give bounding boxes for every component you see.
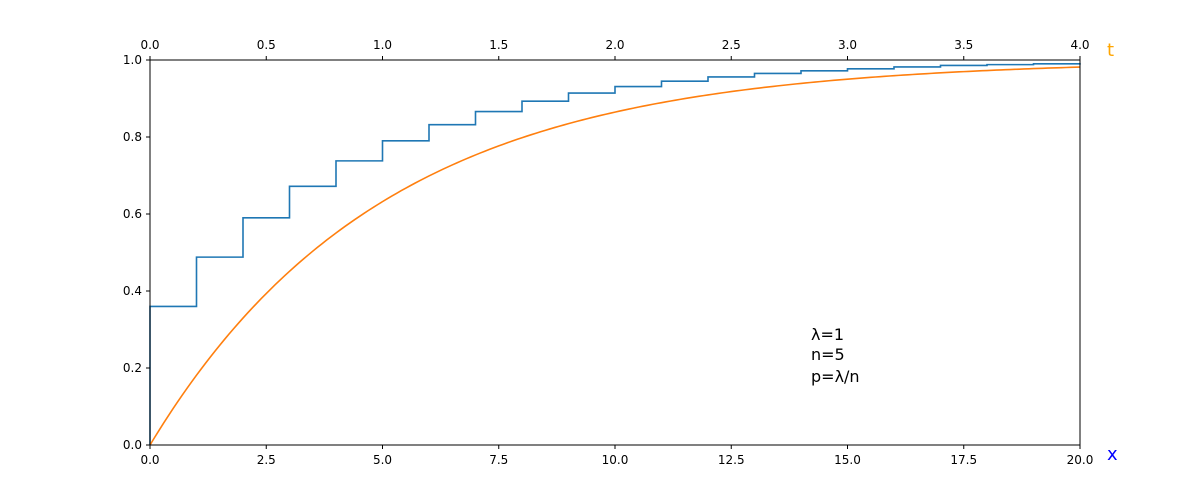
chart-marks: [149, 63, 1081, 446]
x-tick-label: 17.5: [950, 453, 977, 467]
x-tick-label: 7.5: [489, 453, 508, 467]
x-tick-label: 15.0: [834, 453, 861, 467]
top-tick-label: 1.0: [373, 38, 392, 52]
top-tick-label: 2.0: [605, 38, 624, 52]
top-tick-label: 2.5: [722, 38, 741, 52]
x-tick-label: 2.5: [257, 453, 276, 467]
x-axis-label: x: [1107, 444, 1118, 465]
plot-frame: [149, 59, 1081, 446]
x-tick-label: 20.0: [1067, 453, 1094, 467]
top-axis-label: t: [1107, 40, 1114, 61]
chart-ticks: 0.0 2.5 5.0 7.5 10.0 12.5 15.0 17.5 20.0 0.0 0.5 1.…: [123, 38, 1093, 467]
annotation-lambda: λ=1: [811, 325, 844, 344]
series-line-2: [149, 66, 1081, 446]
y-tick-label: 0.2: [123, 361, 142, 375]
top-tick-label: 4.0: [1070, 38, 1089, 52]
annotation-p: p=λ/n: [811, 367, 860, 386]
y-tick-label: 0.6: [123, 207, 142, 221]
top-tick-label: 1.5: [489, 38, 508, 52]
top-tick-label: 0.5: [257, 38, 276, 52]
y-tick-label: 0.8: [123, 130, 142, 144]
annotation-n: n=5: [811, 345, 845, 364]
top-tick-label: 3.5: [954, 38, 973, 52]
x-tick-label: 10.0: [602, 453, 629, 467]
x-tick-label: 12.5: [718, 453, 745, 467]
series-line-1: [149, 63, 1081, 445]
y-tick-label: 0.0: [123, 438, 142, 452]
top-tick-label: 3.0: [838, 38, 857, 52]
top-tick-label: 0.0: [140, 38, 159, 52]
y-tick-label: 0.4: [123, 284, 142, 298]
y-tick-label: 1.0: [123, 53, 142, 67]
x-tick-label: 0.0: [140, 453, 159, 467]
x-tick-label: 5.0: [373, 453, 392, 467]
